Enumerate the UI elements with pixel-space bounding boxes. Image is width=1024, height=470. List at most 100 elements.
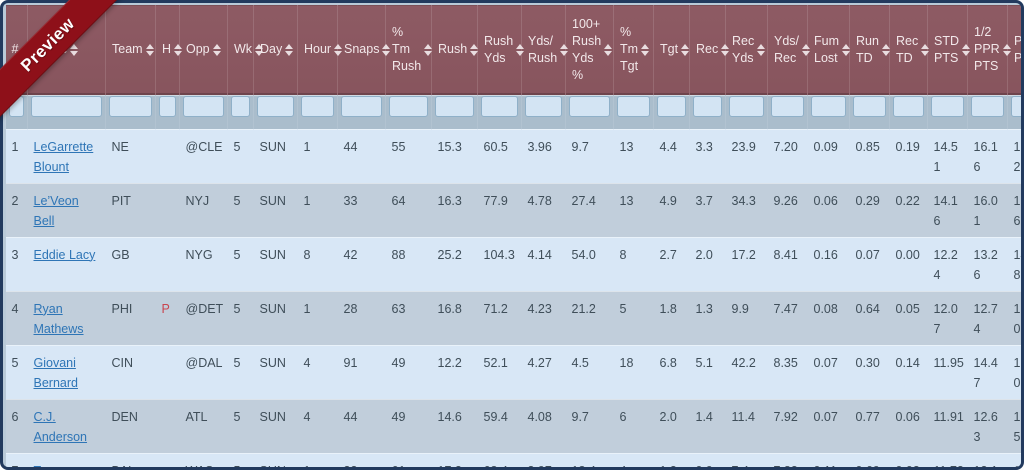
cell-num: 2 [5, 183, 28, 237]
col-header-label: Tgt [660, 42, 679, 57]
col-header-rush_100_pct[interactable]: 100+ Rush Yds % [565, 5, 614, 95]
cell-rec: 1.4 [689, 399, 726, 453]
col-header-rush[interactable]: Rush [431, 5, 479, 95]
col-header-label: Team [112, 42, 143, 57]
cell-name: Le’Veon Bell [27, 183, 106, 237]
cell-snaps: 33 [337, 453, 386, 467]
filter-input-rec[interactable] [693, 95, 722, 117]
col-header-rec_td[interactable]: Rec TD [889, 5, 930, 95]
col-header-rec[interactable]: Rec [689, 5, 730, 95]
cell-yds_rush: 3.97 [521, 453, 566, 467]
filter-input-rush_100_pct[interactable] [569, 95, 610, 117]
col-header-team[interactable]: Team [105, 5, 156, 95]
col-header-pct_tm_rush[interactable]: % Tm Rush [385, 5, 433, 95]
col-header-yds_rec[interactable]: Yds/ Rec [767, 5, 811, 95]
cell-yds_rush: 4.23 [521, 291, 566, 345]
sort-icon [921, 43, 930, 56]
filter-input-hour[interactable] [301, 95, 334, 117]
player-link[interactable]: LeGarrette Blount [33, 139, 94, 174]
col-header-snaps[interactable]: Snaps [337, 5, 391, 95]
filter-input-opp[interactable] [183, 95, 224, 117]
cell-day: SUN [253, 291, 298, 345]
filter-input-h[interactable] [159, 95, 176, 117]
col-header-h[interactable]: H [155, 5, 183, 95]
player-link[interactable]: Giovani Bernard [33, 355, 78, 390]
cell-yds_rush: 3.96 [521, 129, 566, 183]
cell-opp: NYG [179, 237, 228, 291]
filter-input-half_ppr_pts[interactable] [971, 95, 1004, 117]
cell-rec: 3.7 [689, 183, 726, 237]
col-header-hour[interactable]: Hour [297, 5, 343, 95]
col-header-rush_yds[interactable]: Rush Yds [477, 5, 525, 95]
filter-input-wk[interactable] [231, 95, 250, 117]
col-header-opp[interactable]: Opp [179, 5, 228, 95]
col-header-ppr_pts[interactable]: PPR PTS [1007, 5, 1021, 95]
filter-input-snaps[interactable] [341, 95, 382, 117]
cell-rec_yds: 23.9 [725, 129, 768, 183]
cell-rec_td: 0.14 [889, 345, 928, 399]
cell-pct_tm_rush: 63 [385, 291, 432, 345]
filter-input-fum_lost[interactable] [811, 95, 846, 117]
cell-rec_yds: 11.4 [725, 399, 768, 453]
cell-yds_rush: 4.08 [521, 399, 566, 453]
col-header-yds_rush[interactable]: Yds/ Rush [521, 5, 569, 95]
cell-fum_lost: 0.06 [807, 183, 850, 237]
cell-h [155, 237, 180, 291]
filter-input-pct_tm_rush[interactable] [389, 95, 428, 117]
col-header-label: Rec [696, 42, 719, 57]
player-link[interactable]: Terrance West [34, 464, 83, 468]
cell-rec_yds: 34.3 [725, 183, 768, 237]
filter-input-rec_td[interactable] [893, 95, 924, 117]
filter-input-rec_yds[interactable] [729, 95, 764, 117]
cell-yds_rec: 8.35 [767, 345, 808, 399]
cell-snaps: 33 [337, 183, 386, 237]
player-link[interactable]: Le’Veon Bell [33, 193, 79, 228]
col-header-wk[interactable]: Wk [227, 5, 264, 95]
col-header-fum_lost[interactable]: Fum Lost [807, 5, 850, 95]
sort-icon [757, 43, 766, 56]
col-header-rec_yds[interactable]: Rec Yds [725, 5, 768, 95]
cell-snaps: 91 [337, 345, 386, 399]
filter-input-team[interactable] [109, 95, 152, 117]
cell-h: P [155, 291, 180, 345]
player-row: 7 Terrance West BAL WAS5SUN1336117.268.43.9… [5, 453, 1021, 468]
col-header-label: Hour [304, 42, 332, 57]
player-link[interactable]: Ryan Mathews [33, 301, 84, 336]
cell-tgt: 1.8 [653, 291, 690, 345]
filter-input-std_pts[interactable] [931, 95, 964, 117]
col-header-half_ppr_pts[interactable]: 1/2 PPR PTS [967, 5, 1011, 95]
cell-yds_rush: 4.27 [521, 345, 566, 399]
cell-name: C.J. Anderson [27, 399, 106, 453]
filter-input-day[interactable] [257, 95, 294, 117]
cell-tgt: 2.0 [653, 399, 690, 453]
player-link[interactable]: C.J. Anderson [33, 409, 88, 444]
sort-icon [145, 43, 154, 56]
col-header-std_pts[interactable]: STD PTS [927, 5, 970, 95]
cell-opp: @CLE [179, 129, 228, 183]
col-header-label: Rush [438, 42, 468, 57]
cell-snaps: 44 [337, 399, 386, 453]
cell-rec_td: 0.19 [889, 129, 928, 183]
filter-input-tgt[interactable] [657, 95, 686, 117]
filter-input-rush[interactable] [435, 95, 474, 117]
injury-flag: P [161, 301, 170, 316]
filter-input-pct_tm_tgt[interactable] [617, 95, 650, 117]
col-header-tgt[interactable]: Tgt [653, 5, 690, 95]
col-header-pct_tm_tgt[interactable]: % Tm Tgt [613, 5, 654, 95]
col-header-run_td[interactable]: Run TD [849, 5, 890, 95]
cell-wk: 5 [227, 183, 254, 237]
filter-input-run_td[interactable] [853, 95, 886, 117]
col-header-day[interactable]: Day [253, 5, 298, 95]
filter-input-ppr_pts[interactable] [1011, 95, 1021, 117]
filter-input-yds_rush[interactable] [525, 95, 562, 117]
filter-input-rush_yds[interactable] [481, 95, 518, 117]
filter-input-name[interactable] [31, 95, 102, 117]
cell-rush: 17.2 [431, 453, 478, 467]
cell-rec_yds: 17.2 [725, 237, 768, 291]
cell-hour: 1 [297, 291, 338, 345]
player-link[interactable]: Eddie Lacy [33, 247, 96, 262]
cell-run_td: 0.30 [849, 345, 890, 399]
filter-input-yds_rec[interactable] [771, 95, 804, 117]
sort-icon [881, 43, 890, 56]
